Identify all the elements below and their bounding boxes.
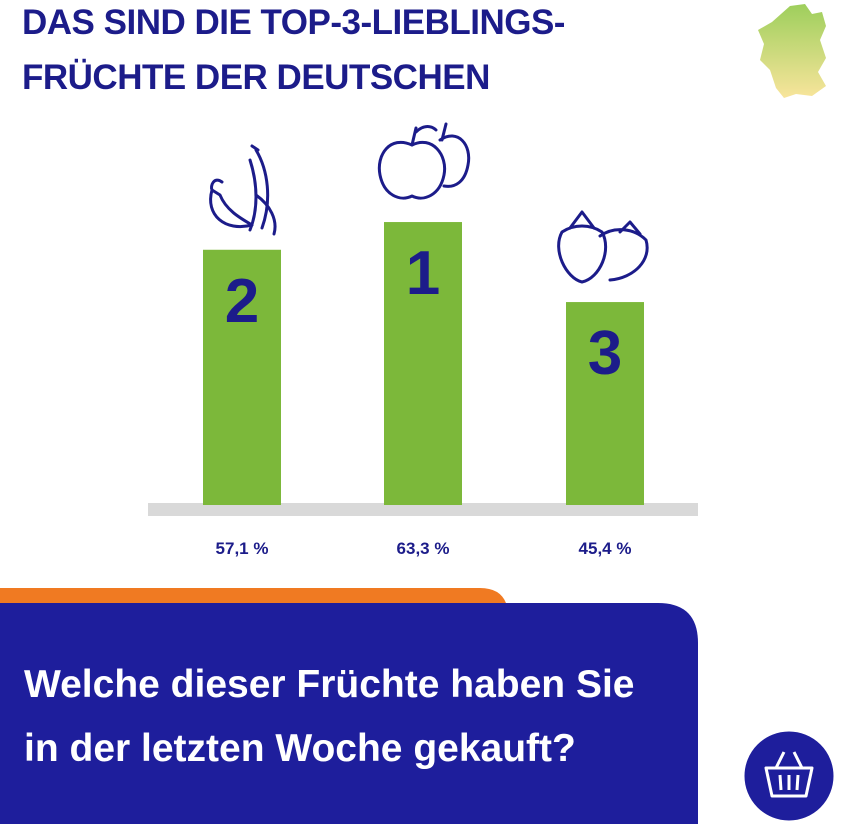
title-line: DAS SIND DIE TOP-3-LIEBLINGS- <box>22 3 565 42</box>
question-panel <box>0 603 698 824</box>
baseline <box>148 503 698 516</box>
banana-icon <box>209 144 277 236</box>
basket-icon <box>764 751 814 798</box>
title-line: FRÜCHTE DER DEUTSCHEN <box>22 58 490 97</box>
bar <box>384 222 462 505</box>
rank-label: 3 <box>588 319 622 388</box>
strawberry-icon <box>557 210 649 284</box>
germany-map <box>758 4 826 98</box>
bar <box>566 302 644 505</box>
rank-label: 2 <box>225 267 259 336</box>
value-label: 63,3 % <box>397 539 450 558</box>
bar <box>203 249 281 505</box>
apple-icon <box>377 122 471 200</box>
value-label: 57,1 % <box>216 539 269 558</box>
question-line: in der letzten Woche gekauft? <box>24 727 576 770</box>
value-label: 45,4 % <box>579 539 632 558</box>
accent-strip <box>0 588 506 603</box>
basket-button[interactable] <box>741 728 837 824</box>
question-line: Welche dieser Früchte haben Sie <box>24 663 634 706</box>
rank-label: 1 <box>406 239 440 308</box>
